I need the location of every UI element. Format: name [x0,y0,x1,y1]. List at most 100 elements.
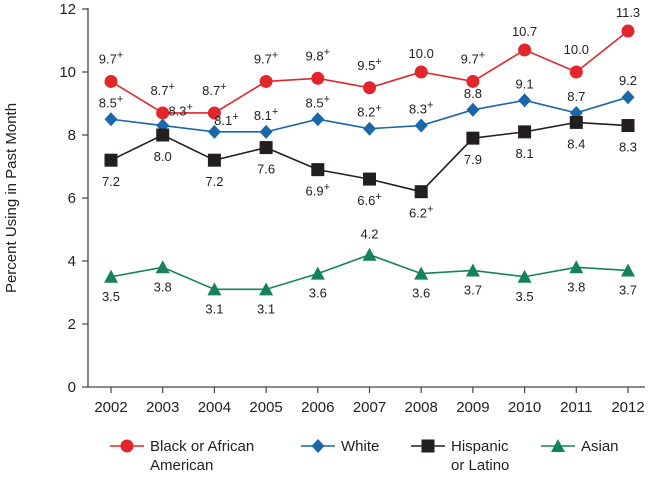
data-label: 8.1 [516,146,534,161]
data-point-white [466,102,480,117]
legend-label: Black or African American [150,437,254,475]
data-label: 8.5+ [99,93,124,110]
x-tick-label: 2008 [405,399,438,416]
data-label: 8.1+ [254,106,279,123]
data-point-asian [569,260,584,274]
data-label: 10.0 [564,42,589,57]
data-label: 7.9 [464,152,482,167]
data-label: 10.0 [409,46,434,61]
data-point-hispanic-or-latino [259,141,273,155]
y-tick-label: 10 [59,64,76,81]
legend-marker [120,439,134,453]
data-point-asian [310,266,325,280]
legend-marker [421,439,435,453]
data-label: 3.6 [309,286,327,301]
data-label: 9.8+ [306,46,331,63]
data-label: 7.2 [102,174,120,189]
x-tick-label: 2004 [198,399,231,416]
data-point-hispanic-or-latino [621,119,635,133]
data-label: 3.1 [257,301,275,316]
y-axis-label: Percent Using in Past Month [3,103,20,293]
data-label: 3.6 [412,286,430,301]
x-tick-label: 2009 [456,399,489,416]
data-label: 6.6+ [357,191,382,208]
data-point-asian [104,269,118,283]
data-point-black-or-african-american [466,74,480,88]
legend-item-white: White [301,437,379,456]
legend-label: Asian [581,437,619,456]
y-tick-label: 12 [59,1,76,18]
data-point-asian [155,260,170,274]
data-point-white [518,93,532,108]
x-tick-label: 2012 [611,399,644,416]
data-label: 3.5 [516,289,534,304]
data-point-asian [621,263,635,277]
x-tick-label: 2006 [301,399,334,416]
data-label: 8.7+ [150,81,175,98]
x-tick-label: 2005 [249,399,282,416]
legend: Black or African American White Hispanic… [110,437,650,479]
legend-label: White [341,437,379,456]
data-point-hispanic-or-latino [569,115,583,129]
data-point-asian [414,266,429,280]
legend-marker [551,439,565,452]
legend-swatch-black-or-african-american [110,439,144,453]
data-label: 8.8 [464,86,482,101]
data-point-black-or-african-american [621,24,635,38]
data-label: 11.3 [616,5,640,20]
x-tick-label: 2011 [560,399,592,416]
legend-item-asian: Asian [541,437,619,456]
data-label: 3.7 [464,282,482,297]
data-label: 8.2+ [357,103,382,120]
legend-marker [311,439,325,453]
data-label: 8.4 [567,136,585,151]
legend-swatch-white [301,439,335,453]
data-point-white [621,90,635,105]
data-point-white [363,121,376,136]
data-point-black-or-african-american [311,71,325,85]
data-label: 8.3 [619,140,637,155]
data-point-black-or-african-american [518,43,532,57]
data-point-hispanic-or-latino [363,172,376,186]
data-point-black-or-african-american [104,74,118,88]
data-label: 3.1 [205,301,223,316]
legend-item-black-or-african-american: Black or African American [110,437,254,475]
x-tick-label: 2007 [353,399,386,416]
data-point-asian [465,263,480,277]
y-tick-label: 0 [68,379,76,396]
data-point-hispanic-or-latino [518,125,532,139]
legend-label: Hispanic or Latino [451,437,509,475]
data-point-black-or-african-american [259,74,273,88]
data-point-hispanic-or-latino [466,131,480,145]
legend-label-line: or Latino [451,457,510,474]
data-point-hispanic-or-latino [414,185,428,199]
data-label: 8.3+ [168,102,193,119]
data-label: 3.7 [619,282,637,297]
legend-label-line: White [341,438,380,455]
x-tick-label: 2003 [146,399,179,416]
x-tick-label: 2002 [94,399,127,416]
data-label: 6.9+ [306,182,331,199]
data-point-asian [207,282,222,296]
data-point-black-or-african-american [363,81,376,95]
data-point-white [414,118,428,133]
data-point-asian [362,247,377,261]
legend-label-line: Hispanic [451,438,509,455]
data-label: 8.7+ [202,81,227,98]
data-point-hispanic-or-latino [156,128,170,142]
data-label: 3.8 [567,279,585,294]
data-label: 3.5 [102,289,120,304]
legend-swatch-asian [541,439,575,452]
data-label: 9.7+ [461,49,486,66]
legend-label-line: Asian [581,438,619,455]
data-label: 3.8 [154,279,172,294]
data-point-white [259,124,273,139]
y-tick-label: 4 [68,253,76,270]
data-point-asian [517,269,532,283]
data-label: 6.2+ [409,204,434,221]
data-label: 9.1 [516,76,534,91]
y-tick-label: 8 [68,127,76,144]
data-label: 10.7 [512,24,537,39]
legend-item-hispanic-or-latino: Hispanic or Latino [411,437,509,475]
data-label: 8.1+ [214,111,239,128]
